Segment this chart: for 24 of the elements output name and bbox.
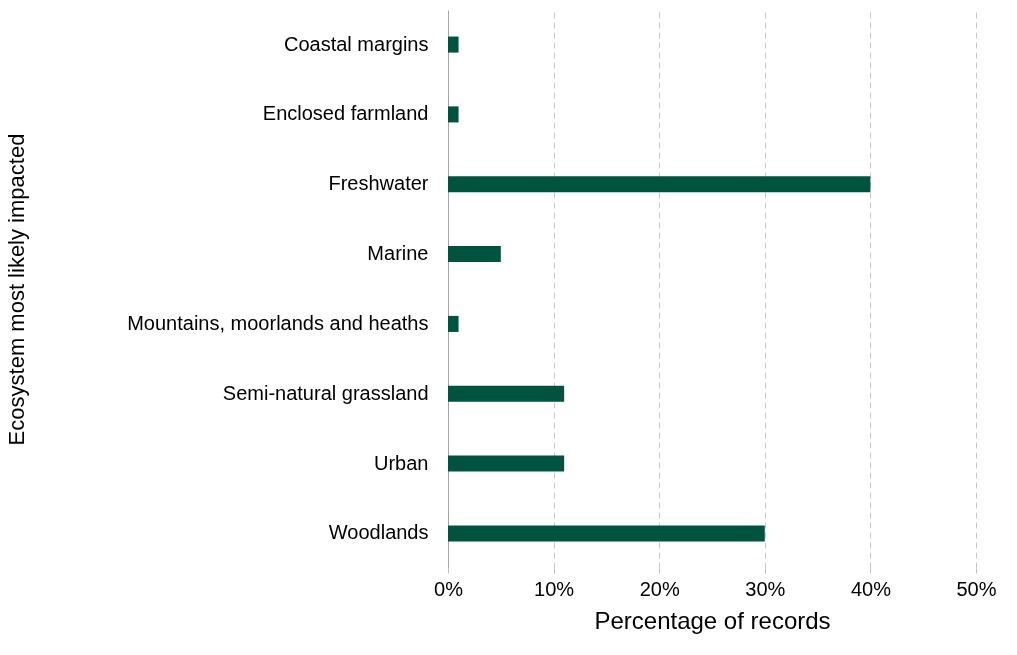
- x-tick-label: 0%: [434, 577, 464, 600]
- bar: [448, 36, 459, 53]
- bar: [448, 176, 871, 193]
- x-tick-label: 50%: [956, 577, 997, 600]
- y-axis-title: Ecosystem most likely impacted: [3, 133, 29, 446]
- y-tick-label: Marine: [367, 242, 429, 265]
- y-tick-label: Urban: [374, 451, 429, 474]
- x-tick-label: 30%: [745, 577, 786, 600]
- x-tick-label: 10%: [534, 577, 575, 600]
- y-tick-label: Woodlands: [328, 521, 429, 544]
- y-tick-label: Mountains, moorlands and heaths: [127, 311, 429, 334]
- x-tick-label: 20%: [639, 577, 680, 600]
- bar: [448, 315, 459, 332]
- x-tick-label: 40%: [850, 577, 892, 600]
- bar: [448, 246, 501, 263]
- bar: [448, 455, 565, 472]
- x-axis-title: Percentage of records: [594, 606, 831, 634]
- y-tick-label: Semi-natural grassland: [222, 381, 429, 404]
- y-tick-label: Coastal margins: [283, 32, 429, 55]
- bar: [448, 525, 765, 542]
- bar: [448, 106, 459, 123]
- bar: [448, 385, 565, 402]
- y-tick-label: Freshwater: [328, 172, 429, 195]
- y-tick-label: Enclosed farmland: [262, 102, 429, 125]
